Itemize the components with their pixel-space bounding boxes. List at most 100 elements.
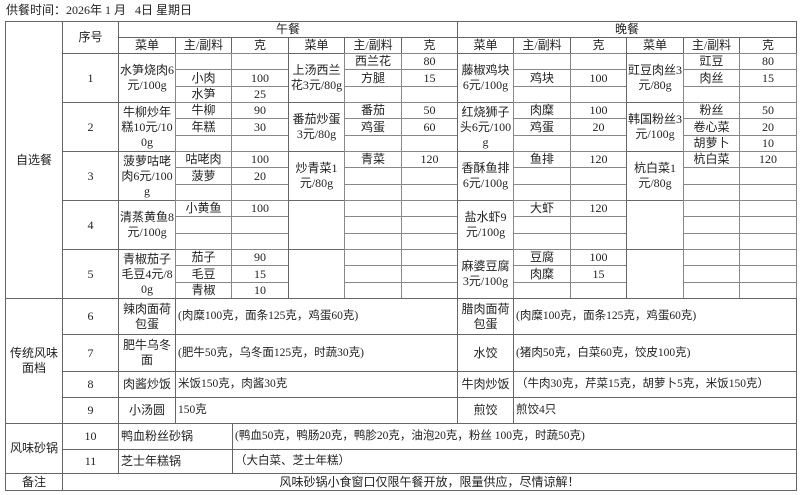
lunch-dish-description: 米饭150克，肉酱30克 [175, 371, 458, 398]
ingredient-name: 豇豆 [683, 53, 740, 70]
dinner-dish-name [626, 200, 684, 250]
ingredient-name [513, 282, 571, 299]
ingredient-name [683, 233, 740, 250]
lunch-dish-name: 辣肉面荷包蛋 [118, 298, 176, 335]
ingredient-grams: 30 [231, 118, 289, 136]
ingredient-grams [739, 167, 797, 185]
ingredient-name: 大虾 [513, 200, 571, 217]
ingredient-grams [401, 233, 458, 250]
ingredient-grams: 15 [739, 69, 797, 87]
ingredient-grams: 50 [401, 102, 458, 119]
seq-number: 3 [62, 151, 119, 201]
lunch-dish-name: 小汤圆 [118, 397, 176, 424]
lunch-dish-name: 肥牛乌冬面 [118, 334, 176, 372]
ingredient-name [344, 135, 402, 152]
lunch-dish-name [288, 249, 345, 299]
ingredient-grams [570, 184, 627, 201]
ingredient-name [175, 135, 232, 152]
ingredient-grams [401, 282, 458, 299]
ingredient-name: 鱼排 [513, 151, 571, 168]
category-self-select: 自选餐 [5, 21, 63, 299]
seq-number: 10 [62, 423, 119, 450]
header-ingredient: 主/副料 [513, 37, 571, 54]
ingredient-name [683, 167, 740, 185]
ingredient-name [513, 167, 571, 185]
lunch-dish-description: 150克 [175, 397, 458, 424]
ingredient-grams [231, 233, 289, 250]
ingredient-grams [739, 86, 797, 103]
dinner-dish-description: 煎饺4只 [513, 397, 797, 424]
header-seq: 序号 [62, 21, 119, 54]
ingredient-grams [401, 135, 458, 152]
dinner-dish-description: (猪肉50克，白菜60克，饺皮100克) [513, 334, 797, 372]
lunch-dish-name: 青椒茄子毛豆4元/80g [118, 249, 176, 299]
header-ingredient: 主/副料 [344, 37, 402, 54]
seq-number: 1 [62, 53, 119, 103]
ingredient-grams: 60 [401, 118, 458, 136]
ingredient-name [175, 233, 232, 250]
ingredient-name: 水笋 [175, 86, 232, 103]
ingredient-grams [570, 282, 627, 299]
ingredient-name: 西兰花 [344, 53, 402, 70]
ingredient-grams: 100 [231, 200, 289, 217]
ingredient-grams [231, 216, 289, 234]
ingredient-name [344, 86, 402, 103]
ingredient-grams [739, 265, 797, 283]
ingredient-grams: 10 [231, 282, 289, 299]
ingredient-name [344, 233, 402, 250]
ingredient-name [683, 282, 740, 299]
ingredient-name [683, 249, 740, 266]
ingredient-grams [739, 249, 797, 266]
seq-number: 7 [62, 334, 119, 372]
ingredient-grams: 80 [739, 53, 797, 70]
ingredient-name: 菠萝 [175, 167, 232, 185]
ingredient-grams [739, 216, 797, 234]
lunch-dish-name: 肉酱炒饭 [118, 371, 176, 398]
ingredient-name: 方腿 [344, 69, 402, 87]
ingredient-name: 鸡蛋 [344, 118, 402, 136]
claypot-dish-name: 鸭血粉丝砂锅 [118, 423, 233, 450]
dinner-dish-name: 煎饺 [457, 397, 514, 424]
ingredient-grams [570, 53, 627, 70]
ingredient-name [344, 249, 402, 266]
ingredient-grams [401, 86, 458, 103]
dinner-dish-name: 韩国粉丝3元/100g [626, 102, 684, 152]
service-time: 供餐时间：2026年 1 月 4日 星期日 [6, 3, 193, 17]
seq-number: 6 [62, 298, 119, 335]
dinner-dish-description: （牛肉30克，芹菜15克，胡萝卜5克，米饭150克） [513, 371, 797, 398]
lunch-dish-name: 炒青菜1元/80g [288, 151, 345, 201]
lunch-dish-name: 上汤西兰花3元/80g [288, 53, 345, 103]
ingredient-grams: 120 [401, 151, 458, 168]
ingredient-grams: 120 [570, 200, 627, 217]
ingredient-name: 小肉 [175, 69, 232, 87]
ingredient-name [683, 216, 740, 234]
ingredient-name [513, 184, 571, 201]
dinner-dish-name: 腊肉面荷包蛋 [457, 298, 514, 335]
ingredient-name: 青菜 [344, 151, 402, 168]
ingredient-grams [401, 167, 458, 185]
ingredient-name [683, 265, 740, 283]
category-noodles: 传统风味面档 [5, 298, 63, 424]
dinner-dish-description: (肉糜100克，面条125克，鸡蛋60克) [513, 298, 797, 335]
ingredient-name: 咕咾肉 [175, 151, 232, 168]
ingredient-name: 毛豆 [175, 265, 232, 283]
ingredient-grams [739, 200, 797, 217]
ingredient-grams [570, 216, 627, 234]
seq-number: 2 [62, 102, 119, 152]
ingredient-name [513, 216, 571, 234]
header-grams: 克 [231, 37, 289, 54]
ingredient-grams: 20 [739, 118, 797, 136]
ingredient-grams [401, 265, 458, 283]
dinner-dish-name: 水饺 [457, 334, 514, 372]
ingredient-name: 青椒 [175, 282, 232, 299]
lunch-dish-name: 水笋烧肉6元/100g [118, 53, 176, 103]
ingredient-grams [231, 184, 289, 201]
ingredient-name: 豆腐 [513, 249, 571, 266]
ingredient-grams [231, 53, 289, 70]
header-lunch: 午餐 [118, 21, 458, 38]
lunch-dish-name: 清蒸黄鱼8元/100g [118, 200, 176, 250]
claypot-dish-description: (鸭血50克，鸭肠20克，鸭胗20克，油泡20克，粉丝 100克，时蔬50克) [232, 423, 797, 450]
lunch-dish-name: 菠萝咕咾肉6元/100g [118, 151, 176, 201]
ingredient-grams: 100 [570, 249, 627, 266]
header-grams: 克 [401, 37, 458, 54]
